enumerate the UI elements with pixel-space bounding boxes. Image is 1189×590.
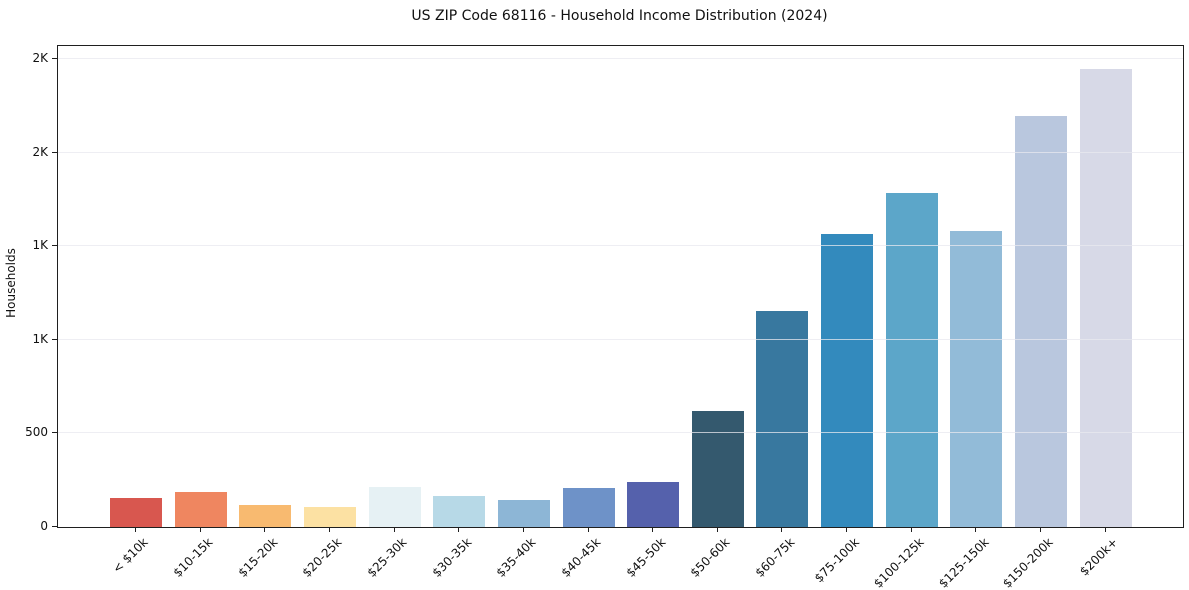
x-tick-mark [264, 527, 266, 532]
chart-title: US ZIP Code 68116 - Household Income Dis… [411, 8, 828, 24]
x-tick-label: $150-200k [1000, 535, 1056, 590]
y-tick-label: 0 [40, 519, 48, 533]
bar [1015, 116, 1067, 527]
x-tick-mark [652, 527, 654, 532]
bar [885, 193, 938, 527]
bar [497, 500, 550, 527]
bar [174, 492, 227, 527]
x-tick-mark [328, 527, 330, 532]
x-tick-label: $200k+ [1076, 535, 1121, 579]
gridline [58, 58, 1183, 60]
bar [821, 233, 873, 527]
x-tick-label: $100-125k [870, 535, 927, 590]
y-tick-mark [52, 245, 57, 247]
bar [303, 507, 356, 527]
x-tick-label: $50-60k [687, 535, 733, 580]
y-tick-label: 500 [25, 425, 48, 440]
y-tick-mark [52, 338, 57, 340]
x-tick-mark [1040, 527, 1041, 532]
x-tick-label: < $10k [110, 535, 151, 576]
x-tick-label: $45-50k [623, 535, 668, 580]
bar [691, 411, 744, 527]
y-tick-mark [52, 58, 57, 60]
bar [627, 482, 680, 527]
x-tick-label: $20-25k [299, 535, 345, 580]
x-tick-label: $40-45k [558, 535, 604, 580]
x-tick-mark [458, 527, 460, 532]
y-tick-label: 1K [32, 331, 48, 346]
x-tick-mark [910, 527, 912, 532]
x-tick-label: $35-40k [493, 535, 539, 580]
x-tick-label: $25-30k [364, 535, 410, 580]
y-tick-label: 2K [32, 144, 48, 159]
y-tick-label: 2K [32, 51, 48, 66]
bar [110, 498, 162, 527]
bar [562, 488, 615, 527]
x-tick-label: $10-15k [170, 535, 216, 580]
x-axis: < $10k $10-15k $15-20k $20-25k $25-30k $30-35… [57, 527, 1182, 590]
x-tick-mark [587, 527, 589, 532]
x-tick-mark [1104, 527, 1106, 532]
bar [239, 504, 292, 527]
x-tick-label: $30-35k [429, 535, 475, 580]
x-tick-mark [199, 527, 201, 532]
x-tick-mark [846, 527, 847, 532]
y-tick-mark [52, 432, 57, 434]
x-tick-label: $15-20k [235, 535, 281, 580]
x-tick-mark [975, 527, 977, 532]
y-tick-label: 1K [32, 238, 48, 253]
x-tick-mark [716, 527, 718, 532]
x-tick-mark [781, 527, 783, 532]
y-tick-mark [52, 151, 57, 153]
x-tick-label: $125-150k [935, 535, 992, 590]
bar [756, 311, 809, 527]
bar [433, 495, 486, 527]
bar [950, 230, 1003, 527]
x-tick-mark [522, 527, 524, 532]
y-axis: 0 500 1K 1K 2K 2K [0, 45, 57, 533]
plot-area [57, 45, 1184, 528]
x-tick-mark [135, 527, 136, 532]
x-tick-mark [393, 527, 395, 532]
bar [1079, 68, 1132, 527]
x-tick-label: $60-75k [752, 535, 798, 580]
bar [368, 486, 421, 527]
x-tick-label: $75-100k [811, 535, 862, 586]
y-tick-mark [52, 526, 57, 527]
